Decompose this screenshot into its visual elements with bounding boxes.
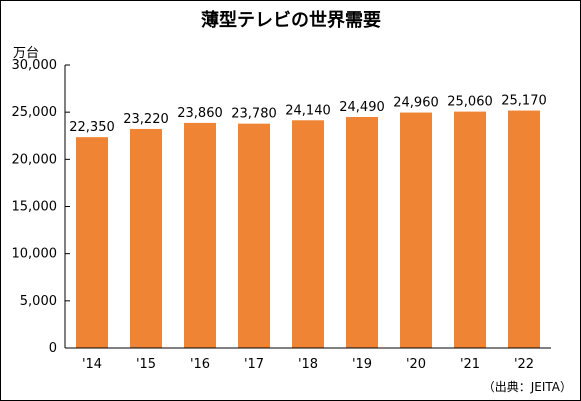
- bar: [346, 116, 378, 349]
- y-tick-label: 5,000: [20, 294, 57, 309]
- y-axis-unit-label: 万台: [13, 46, 39, 61]
- bar-value-label: 23,220: [123, 112, 169, 127]
- bar: [76, 137, 108, 348]
- x-tick-label: '15: [136, 357, 156, 372]
- bar: [130, 128, 162, 348]
- x-tick-label: '19: [352, 357, 372, 372]
- bar-value-label: 24,960: [393, 96, 439, 111]
- x-tick-label: '17: [244, 357, 264, 372]
- bar-value-label: 24,140: [285, 103, 331, 118]
- bar-value-label: 25,170: [501, 94, 547, 109]
- x-tick-label: '21: [460, 357, 480, 372]
- bar-value-label: 23,780: [231, 107, 277, 122]
- value-labels-group: 22,350 23,220 23,860 23,780 24,140 24,490 24,9…: [69, 94, 547, 136]
- y-tick-label: 30,000: [12, 58, 58, 73]
- chart-title: 薄型テレビの世界需要: [201, 9, 381, 31]
- x-tick-label: '20: [406, 357, 426, 372]
- y-tick-label: 25,000: [12, 105, 58, 120]
- x-tick-label: '22: [514, 357, 534, 372]
- bar: [238, 123, 270, 349]
- x-tick-label: '14: [82, 357, 102, 372]
- bar-value-label: 23,860: [177, 106, 223, 121]
- bar: [454, 111, 486, 348]
- bar: [508, 110, 540, 348]
- source-note: （出典：JEITA）: [483, 380, 572, 394]
- x-tick-label: '16: [190, 357, 210, 372]
- y-tick-label: 20,000: [12, 152, 58, 167]
- y-axis-ticks: 0 5,000 10,000 15,000 20,000 25,000 30,000: [12, 58, 70, 356]
- x-axis-ticks: '14 '15 '16 '17 '18 '19 '20 '21 '22: [82, 357, 534, 372]
- y-tick-label: 10,000: [12, 247, 58, 262]
- bars-group: [76, 110, 540, 349]
- bar-value-label: 24,490: [339, 100, 385, 115]
- y-tick-label: 0: [49, 341, 57, 356]
- bar: [184, 122, 216, 348]
- bar-value-label: 22,350: [69, 120, 115, 135]
- bar-value-label: 25,060: [447, 95, 493, 110]
- bar: [400, 112, 432, 348]
- y-tick-label: 15,000: [12, 200, 58, 215]
- x-tick-label: '18: [298, 357, 318, 372]
- bar: [292, 120, 324, 349]
